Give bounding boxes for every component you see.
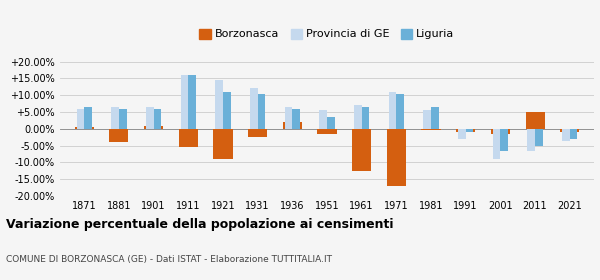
Text: COMUNE DI BORZONASCA (GE) - Dati ISTAT - Elaborazione TUTTITALIA.IT: COMUNE DI BORZONASCA (GE) - Dati ISTAT -… [6, 255, 332, 264]
Bar [560, 129, 579, 132]
Bar [75, 127, 94, 129]
Bar [257, 94, 265, 129]
Bar [84, 107, 92, 129]
Bar [317, 129, 337, 134]
Bar [109, 129, 128, 142]
Bar [493, 129, 500, 159]
Bar [319, 110, 327, 129]
Bar [292, 109, 300, 129]
Bar [535, 129, 542, 146]
Bar [283, 122, 302, 129]
Bar [119, 109, 127, 129]
Bar [389, 92, 397, 129]
Bar [456, 129, 475, 132]
Bar [562, 129, 570, 141]
Bar [284, 107, 292, 129]
Bar [154, 109, 161, 129]
Bar [421, 129, 440, 130]
Bar [526, 112, 545, 129]
Bar [112, 107, 119, 129]
Bar [146, 107, 154, 129]
Bar [250, 88, 257, 129]
Bar [181, 75, 188, 129]
Bar [397, 94, 404, 129]
Bar [458, 129, 466, 139]
Bar [188, 75, 196, 129]
Bar [527, 129, 535, 151]
Bar [214, 129, 233, 159]
Bar [144, 127, 163, 129]
Bar [466, 129, 473, 132]
Bar [248, 129, 267, 137]
Bar [354, 105, 362, 129]
Bar [424, 110, 431, 129]
Bar [215, 80, 223, 129]
Bar [179, 129, 198, 147]
Bar [570, 129, 577, 139]
Text: Variazione percentuale della popolazione ai censimenti: Variazione percentuale della popolazione… [6, 218, 394, 231]
Legend: Borzonasca, Provincia di GE, Liguria: Borzonasca, Provincia di GE, Liguria [195, 24, 459, 44]
Bar [77, 109, 84, 129]
Bar [327, 117, 335, 129]
Bar [362, 107, 370, 129]
Bar [387, 129, 406, 186]
Bar [223, 92, 230, 129]
Bar [352, 129, 371, 171]
Bar [431, 107, 439, 129]
Bar [491, 129, 510, 134]
Bar [500, 129, 508, 151]
